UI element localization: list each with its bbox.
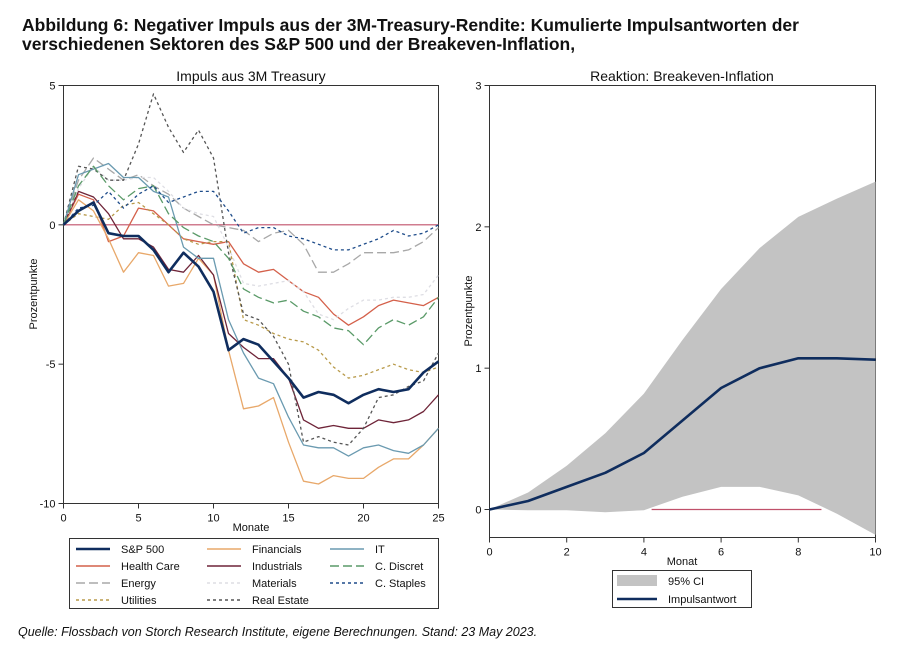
- legend-label-financials: Financials: [252, 544, 302, 556]
- left-x-tick-label-5: 5: [135, 513, 141, 525]
- right-y-tick-label-2: 2: [475, 222, 481, 234]
- left-legend: S&P 500 Financials IT Health Care Industrial…: [69, 538, 439, 609]
- right-axis-ticks: 0 2 4 6 8 10 0 1 2 3: [475, 81, 881, 559]
- left-chart: Impuls aus 3M Treasury Prozentpunkte Mon…: [28, 68, 445, 609]
- left-axis-ticks: 0 5 10 15 20 25 5 0 -5 -10: [40, 81, 445, 525]
- left-x-tick-label-20: 20: [357, 513, 369, 525]
- confidence-band-95: [489, 181, 876, 535]
- legend-label-it: IT: [375, 544, 385, 556]
- left-y-tick-label-2: -5: [46, 359, 56, 371]
- right-x-tick-label-10: 10: [869, 547, 881, 559]
- legend-label-health-care: Health Care: [121, 561, 180, 573]
- right-plot-group: [489, 181, 876, 535]
- legend-label-energy: Energy: [121, 578, 156, 590]
- left-x-tick-label-10: 10: [207, 513, 219, 525]
- legend-label-industrials: Industrials: [252, 561, 303, 573]
- legend-label-c-staples: C. Staples: [375, 578, 426, 590]
- left-plot-frame: [63, 85, 439, 504]
- right-y-tick-label-0: 0: [475, 505, 481, 517]
- series-line-health-care: [62, 193, 439, 326]
- legend-label-impulse: Impulsantwort: [668, 594, 736, 606]
- series-line-materials: [62, 165, 440, 321]
- legend-label-utilities: Utilities: [121, 595, 157, 607]
- legend-label-s-p-500: S&P 500: [121, 544, 164, 556]
- right-x-tick-label-2: 2: [564, 547, 570, 559]
- left-y-tick-label-3: -10: [40, 499, 56, 511]
- series-line-real-estate: [62, 93, 440, 446]
- left-y-tick-label-0: 5: [49, 81, 55, 93]
- series-line-energy: [62, 157, 439, 273]
- series-line-financials: [62, 199, 439, 485]
- left-y-axis-label: Prozentpunkte: [28, 259, 40, 330]
- left-x-tick-label-25: 25: [432, 513, 444, 525]
- right-y-tick-label-3: 3: [475, 81, 481, 93]
- left-x-tick-label-0: 0: [60, 513, 66, 525]
- right-x-tick-label-0: 0: [486, 547, 492, 559]
- series-line-it: [62, 162, 439, 457]
- legend-label-c-discret: C. Discret: [375, 561, 423, 573]
- legend-label-ci: 95% CI: [668, 576, 704, 588]
- right-y-tick-label-1: 1: [475, 363, 481, 375]
- series-line-industrials: [62, 190, 439, 429]
- source-note: Quelle: Flossbach von Storch Research In…: [18, 625, 538, 639]
- right-chart: Reaktion: Breakeven-Inflation Prozentpun…: [463, 68, 882, 608]
- series-line-utilities: [63, 201, 439, 379]
- series-line-s-p-500: [62, 201, 440, 405]
- legend-label-real-estate: Real Estate: [252, 595, 309, 607]
- right-x-axis-label: Monat: [667, 556, 698, 568]
- right-y-axis-label: Prozentpunkte: [463, 276, 475, 347]
- legend-key-ci: [617, 575, 657, 586]
- left-x-tick-label-15: 15: [282, 513, 294, 525]
- right-chart-title: Reaktion: Breakeven-Inflation: [590, 68, 774, 84]
- right-x-tick-label-4: 4: [641, 547, 647, 559]
- left-y-tick-label-1: 0: [49, 220, 55, 232]
- left-series-group: [62, 93, 440, 485]
- impulse-response-line: [489, 356, 876, 511]
- figure-title: Abbildung 6: Negativer Impuls aus der 3M…: [22, 15, 799, 54]
- left-x-axis-label: Monate: [233, 522, 270, 534]
- series-line-c-staples: [63, 185, 439, 251]
- legend-label-materials: Materials: [252, 578, 297, 590]
- right-legend: 95% CI Impulsantwort: [612, 570, 752, 608]
- right-x-tick-label-8: 8: [795, 547, 801, 559]
- series-line-c-discret: [62, 165, 440, 346]
- right-x-tick-label-6: 6: [718, 547, 724, 559]
- left-chart-title: Impuls aus 3M Treasury: [176, 68, 325, 84]
- left-legend-box: [69, 538, 439, 609]
